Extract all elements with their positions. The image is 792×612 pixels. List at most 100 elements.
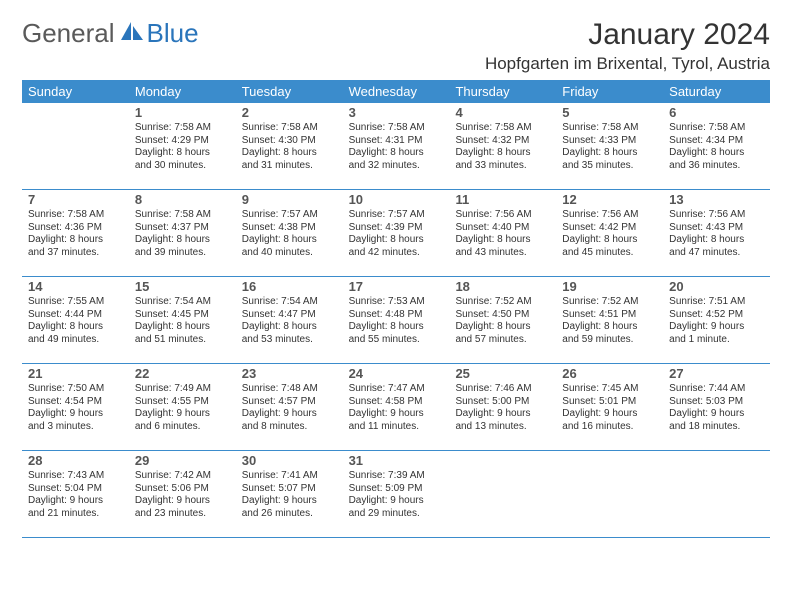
daylight-text: Daylight: 9 hours — [242, 408, 337, 421]
sunrise-text: Sunrise: 7:41 AM — [242, 470, 337, 483]
daylight-text: Daylight: 8 hours — [349, 234, 444, 247]
sunset-text: Sunset: 4:33 PM — [562, 135, 657, 148]
sunset-text: Sunset: 4:32 PM — [455, 135, 550, 148]
daylight-text: and 49 minutes. — [28, 334, 123, 347]
daylight-text: Daylight: 8 hours — [455, 234, 550, 247]
daylight-text: Daylight: 8 hours — [455, 321, 550, 334]
day-cell: 13Sunrise: 7:56 AMSunset: 4:43 PMDayligh… — [663, 190, 770, 276]
day-cell: 14Sunrise: 7:55 AMSunset: 4:44 PMDayligh… — [22, 277, 129, 363]
sunrise-text: Sunrise: 7:47 AM — [349, 383, 444, 396]
day-cell — [556, 451, 663, 537]
daylight-text: and 11 minutes. — [349, 421, 444, 434]
header: General Blue January 2024 Hopfgarten im … — [22, 18, 770, 74]
day-cell: 1Sunrise: 7:58 AMSunset: 4:29 PMDaylight… — [129, 103, 236, 189]
daylight-text: Daylight: 8 hours — [242, 321, 337, 334]
sunrise-text: Sunrise: 7:58 AM — [349, 122, 444, 135]
dayhead-monday: Monday — [129, 80, 236, 103]
sunset-text: Sunset: 4:58 PM — [349, 396, 444, 409]
day-number: 12 — [562, 192, 657, 208]
daylight-text: Daylight: 8 hours — [28, 234, 123, 247]
day-number: 27 — [669, 366, 764, 382]
sunrise-text: Sunrise: 7:46 AM — [455, 383, 550, 396]
daylight-text: Daylight: 9 hours — [562, 408, 657, 421]
daylight-text: Daylight: 9 hours — [669, 408, 764, 421]
day-cell: 30Sunrise: 7:41 AMSunset: 5:07 PMDayligh… — [236, 451, 343, 537]
sunrise-text: Sunrise: 7:54 AM — [242, 296, 337, 309]
sunrise-text: Sunrise: 7:52 AM — [455, 296, 550, 309]
daylight-text: and 47 minutes. — [669, 247, 764, 260]
daylight-text: and 13 minutes. — [455, 421, 550, 434]
daylight-text: Daylight: 8 hours — [242, 234, 337, 247]
day-number: 1 — [135, 105, 230, 121]
dayhead-saturday: Saturday — [663, 80, 770, 103]
logo-text-general: General — [22, 18, 115, 49]
daylight-text: Daylight: 8 hours — [242, 147, 337, 160]
day-cell: 26Sunrise: 7:45 AMSunset: 5:01 PMDayligh… — [556, 364, 663, 450]
daylight-text: and 3 minutes. — [28, 421, 123, 434]
sunset-text: Sunset: 5:01 PM — [562, 396, 657, 409]
day-number: 20 — [669, 279, 764, 295]
sunrise-text: Sunrise: 7:56 AM — [669, 209, 764, 222]
daylight-text: and 26 minutes. — [242, 508, 337, 521]
week-row: 14Sunrise: 7:55 AMSunset: 4:44 PMDayligh… — [22, 277, 770, 364]
sunrise-text: Sunrise: 7:58 AM — [135, 209, 230, 222]
daylight-text: and 30 minutes. — [135, 160, 230, 173]
daylight-text: and 40 minutes. — [242, 247, 337, 260]
day-cell: 15Sunrise: 7:54 AMSunset: 4:45 PMDayligh… — [129, 277, 236, 363]
dayhead-tuesday: Tuesday — [236, 80, 343, 103]
daylight-text: Daylight: 9 hours — [669, 321, 764, 334]
daylight-text: and 51 minutes. — [135, 334, 230, 347]
sunset-text: Sunset: 4:51 PM — [562, 309, 657, 322]
sunset-text: Sunset: 4:31 PM — [349, 135, 444, 148]
day-cell: 7Sunrise: 7:58 AMSunset: 4:36 PMDaylight… — [22, 190, 129, 276]
daylight-text: and 39 minutes. — [135, 247, 230, 260]
sunrise-text: Sunrise: 7:58 AM — [242, 122, 337, 135]
daylight-text: and 23 minutes. — [135, 508, 230, 521]
day-cell: 9Sunrise: 7:57 AMSunset: 4:38 PMDaylight… — [236, 190, 343, 276]
daylight-text: Daylight: 8 hours — [135, 321, 230, 334]
sunset-text: Sunset: 4:52 PM — [669, 309, 764, 322]
day-number: 4 — [455, 105, 550, 121]
week-row: 1Sunrise: 7:58 AMSunset: 4:29 PMDaylight… — [22, 103, 770, 190]
daylight-text: and 33 minutes. — [455, 160, 550, 173]
sunrise-text: Sunrise: 7:53 AM — [349, 296, 444, 309]
daylight-text: and 37 minutes. — [28, 247, 123, 260]
sunrise-text: Sunrise: 7:43 AM — [28, 470, 123, 483]
dayhead-wednesday: Wednesday — [343, 80, 450, 103]
daylight-text: and 29 minutes. — [349, 508, 444, 521]
sunset-text: Sunset: 5:00 PM — [455, 396, 550, 409]
week-row: 28Sunrise: 7:43 AMSunset: 5:04 PMDayligh… — [22, 451, 770, 538]
sunrise-text: Sunrise: 7:54 AM — [135, 296, 230, 309]
sunset-text: Sunset: 5:07 PM — [242, 483, 337, 496]
sunset-text: Sunset: 4:47 PM — [242, 309, 337, 322]
week-row: 7Sunrise: 7:58 AMSunset: 4:36 PMDaylight… — [22, 190, 770, 277]
sunset-text: Sunset: 5:04 PM — [28, 483, 123, 496]
daylight-text: and 53 minutes. — [242, 334, 337, 347]
day-number: 15 — [135, 279, 230, 295]
daylight-text: Daylight: 8 hours — [349, 321, 444, 334]
day-number: 26 — [562, 366, 657, 382]
sunrise-text: Sunrise: 7:52 AM — [562, 296, 657, 309]
daylight-text: Daylight: 8 hours — [669, 234, 764, 247]
sunset-text: Sunset: 4:40 PM — [455, 222, 550, 235]
sunrise-text: Sunrise: 7:56 AM — [455, 209, 550, 222]
sunrise-text: Sunrise: 7:58 AM — [455, 122, 550, 135]
day-number: 25 — [455, 366, 550, 382]
daylight-text: Daylight: 9 hours — [28, 495, 123, 508]
sunrise-text: Sunrise: 7:49 AM — [135, 383, 230, 396]
sunrise-text: Sunrise: 7:42 AM — [135, 470, 230, 483]
daylight-text: Daylight: 9 hours — [455, 408, 550, 421]
day-cell: 17Sunrise: 7:53 AMSunset: 4:48 PMDayligh… — [343, 277, 450, 363]
sunrise-text: Sunrise: 7:58 AM — [669, 122, 764, 135]
day-cell: 27Sunrise: 7:44 AMSunset: 5:03 PMDayligh… — [663, 364, 770, 450]
daylight-text: and 55 minutes. — [349, 334, 444, 347]
sunset-text: Sunset: 4:48 PM — [349, 309, 444, 322]
day-cell: 12Sunrise: 7:56 AMSunset: 4:42 PMDayligh… — [556, 190, 663, 276]
sunset-text: Sunset: 4:30 PM — [242, 135, 337, 148]
dayhead-friday: Friday — [556, 80, 663, 103]
daylight-text: Daylight: 8 hours — [135, 147, 230, 160]
sunset-text: Sunset: 4:34 PM — [669, 135, 764, 148]
day-number: 10 — [349, 192, 444, 208]
sunset-text: Sunset: 4:38 PM — [242, 222, 337, 235]
sunset-text: Sunset: 4:44 PM — [28, 309, 123, 322]
